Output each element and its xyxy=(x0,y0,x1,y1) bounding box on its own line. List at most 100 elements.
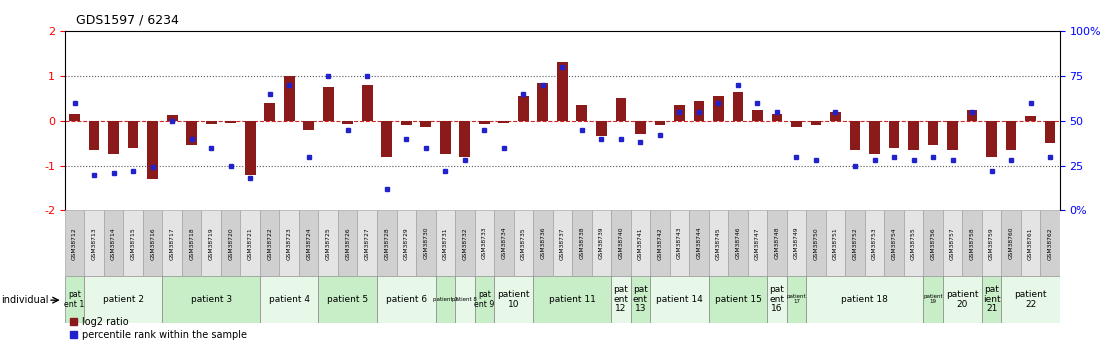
Text: GSM38722: GSM38722 xyxy=(267,227,272,259)
Bar xyxy=(767,210,787,276)
Text: GSM38751: GSM38751 xyxy=(833,227,838,259)
Bar xyxy=(499,121,509,123)
Text: GSM38721: GSM38721 xyxy=(248,227,253,259)
Bar xyxy=(108,121,119,155)
Bar xyxy=(869,121,880,155)
Bar xyxy=(533,210,552,276)
Text: patient 6: patient 6 xyxy=(386,295,427,304)
Text: GSM38739: GSM38739 xyxy=(599,227,604,259)
Text: GSM38723: GSM38723 xyxy=(286,227,292,259)
Bar xyxy=(923,210,942,276)
Bar xyxy=(831,112,841,121)
Bar xyxy=(182,210,201,276)
Bar xyxy=(381,121,392,157)
Bar xyxy=(226,121,236,123)
Bar xyxy=(299,210,319,276)
Bar xyxy=(143,210,162,276)
Bar xyxy=(65,210,84,276)
Bar xyxy=(401,121,411,125)
Bar xyxy=(689,210,709,276)
Bar xyxy=(612,210,631,276)
Bar xyxy=(908,121,919,150)
Bar xyxy=(69,114,80,121)
Text: GSM38716: GSM38716 xyxy=(150,227,155,259)
Text: patient
17: patient 17 xyxy=(787,294,806,305)
Bar xyxy=(1002,210,1021,276)
Bar xyxy=(982,276,1002,323)
Bar xyxy=(455,210,474,276)
Bar xyxy=(494,210,513,276)
Text: GSM38761: GSM38761 xyxy=(1029,227,1033,259)
Text: GSM38755: GSM38755 xyxy=(911,227,916,259)
Bar xyxy=(127,121,139,148)
Text: GSM38743: GSM38743 xyxy=(676,227,682,259)
Text: GSM38738: GSM38738 xyxy=(579,227,585,259)
Bar xyxy=(631,210,651,276)
Bar xyxy=(982,210,1002,276)
Bar xyxy=(771,114,783,121)
Text: GSM38715: GSM38715 xyxy=(131,227,135,259)
Bar xyxy=(903,210,923,276)
Bar xyxy=(303,121,314,130)
Bar xyxy=(377,210,397,276)
Bar xyxy=(942,276,982,323)
Bar xyxy=(767,276,787,323)
Bar xyxy=(358,210,377,276)
Bar xyxy=(616,98,626,121)
Text: pat
ent
16: pat ent 16 xyxy=(769,285,785,314)
Text: pat
ent 9: pat ent 9 xyxy=(474,290,494,309)
Bar xyxy=(1044,121,1055,143)
Bar xyxy=(439,121,451,155)
Bar xyxy=(240,210,260,276)
Bar xyxy=(187,121,197,146)
Text: GSM38732: GSM38732 xyxy=(463,227,467,259)
Text: GSM38752: GSM38752 xyxy=(853,227,858,259)
Text: GSM38729: GSM38729 xyxy=(404,227,409,259)
Text: pat
ent 1: pat ent 1 xyxy=(65,290,85,309)
Text: GSM38733: GSM38733 xyxy=(482,227,486,259)
Bar xyxy=(436,276,455,323)
Bar xyxy=(1041,210,1060,276)
Text: GSM38724: GSM38724 xyxy=(306,227,311,259)
Bar xyxy=(104,210,123,276)
Bar xyxy=(416,210,436,276)
Bar xyxy=(557,62,568,121)
Text: GSM38754: GSM38754 xyxy=(891,227,897,259)
Text: GSM38759: GSM38759 xyxy=(989,227,994,259)
Text: pat
ient
21: pat ient 21 xyxy=(983,285,1001,314)
Bar xyxy=(748,210,767,276)
Text: patient 11: patient 11 xyxy=(549,295,596,304)
Text: GSM38712: GSM38712 xyxy=(72,227,77,259)
Bar xyxy=(752,110,762,121)
Bar xyxy=(552,210,572,276)
Bar xyxy=(260,210,280,276)
Bar xyxy=(319,210,338,276)
Bar xyxy=(245,121,256,175)
Bar xyxy=(787,276,806,323)
Bar xyxy=(455,276,474,323)
Bar xyxy=(986,121,997,157)
Bar xyxy=(674,105,685,121)
Text: GSM38744: GSM38744 xyxy=(697,227,701,259)
Bar xyxy=(709,210,728,276)
Text: GSM38736: GSM38736 xyxy=(540,227,546,259)
Text: GSM38750: GSM38750 xyxy=(814,227,818,259)
Bar xyxy=(459,121,471,157)
Bar xyxy=(889,121,899,148)
Text: patient 18: patient 18 xyxy=(842,295,888,304)
Bar xyxy=(884,210,903,276)
Text: individual: individual xyxy=(1,295,48,305)
Bar xyxy=(709,276,767,323)
Bar xyxy=(635,121,646,134)
Text: patient 4: patient 4 xyxy=(268,295,310,304)
Bar xyxy=(845,210,864,276)
Text: GSM38753: GSM38753 xyxy=(872,227,877,259)
Bar xyxy=(84,276,162,323)
Text: patient
22: patient 22 xyxy=(1014,290,1046,309)
Bar xyxy=(967,110,977,121)
Bar xyxy=(206,121,217,124)
Bar xyxy=(1006,121,1016,150)
Bar xyxy=(612,276,631,323)
Bar xyxy=(342,121,353,124)
Text: GSM38714: GSM38714 xyxy=(111,227,116,259)
